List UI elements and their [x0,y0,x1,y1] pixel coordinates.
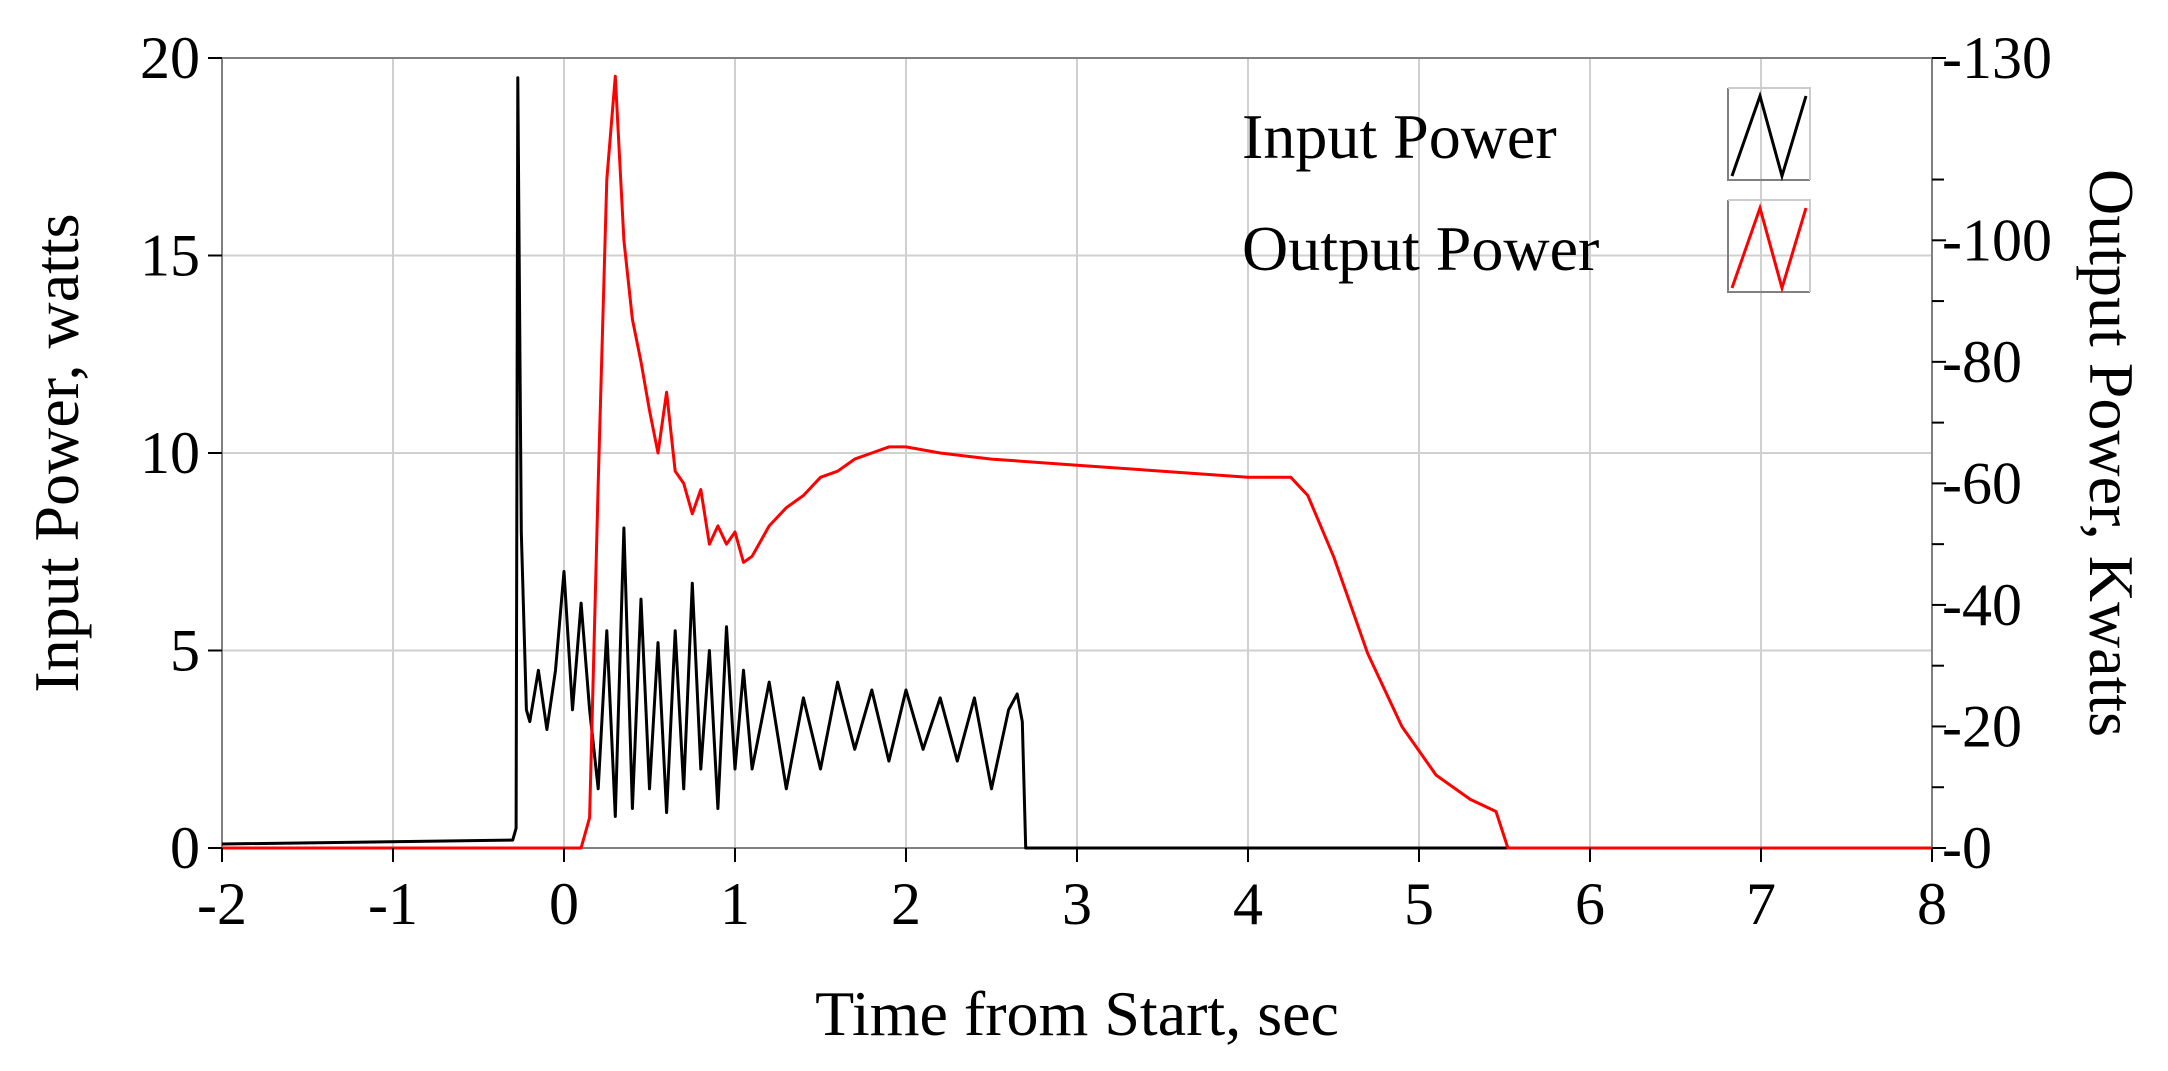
x-tick-label-7: 5 [1404,871,1434,937]
x-tick-label-8: 6 [1575,871,1605,937]
legend-label-input-power: Input Power [1242,101,1557,172]
x-tick-label-2: 0 [549,871,579,937]
y-right-tick-label-1: -20 [1942,693,2022,759]
grid [221,57,1933,849]
y-left-tick-label-2: 10 [140,420,200,486]
y-right-tick-label-2: -40 [1942,572,2022,638]
y-right-tick-label-6: -130 [1942,25,2052,91]
axes: -2 -1 0 1 2 3 4 5 6 7 8 0 5 10 15 20 -0 -20 -40 -60 -80 -100 -… [140,25,2052,937]
y-right-tick-label-3: -60 [1942,450,2022,516]
series-line-input-power [221,76,1932,850]
y-left-tick-label-0: 0 [170,815,200,881]
series-layer [221,74,1932,850]
y-left-tick-label-1: 5 [170,618,200,684]
y-axis-title-left: Input Power, watts [21,213,92,692]
series-line-output-power [222,74,1932,850]
x-axis-title: Time from Start, sec [815,978,1339,1049]
y-left-tick-label-4: 20 [140,25,200,91]
x-tick-label-0: -2 [197,871,247,937]
x-tick-label-5: 3 [1062,871,1092,937]
y-left-tick-label-3: 15 [140,223,200,289]
x-tick-label-3: 1 [720,871,750,937]
legend-swatch-output-power [1727,199,1811,294]
x-tick-label-10: 8 [1917,871,1947,937]
x-tick-label-4: 2 [891,871,921,937]
legend: Input Power Output Power [1242,87,1811,294]
x-tick-label-6: 4 [1233,871,1263,937]
y-right-tick-label-5: -100 [1942,207,2052,273]
y-axis-title-right: Output Power, Kwatts [2076,169,2147,737]
y-right-tick-label-0: -0 [1942,815,1992,881]
legend-swatch-input-power [1727,87,1811,182]
x-tick-label-1: -1 [368,871,418,937]
y-right-tick-label-4: -80 [1942,329,2022,395]
x-tick-label-9: 7 [1746,871,1776,937]
legend-label-output-power: Output Power [1242,213,1599,284]
